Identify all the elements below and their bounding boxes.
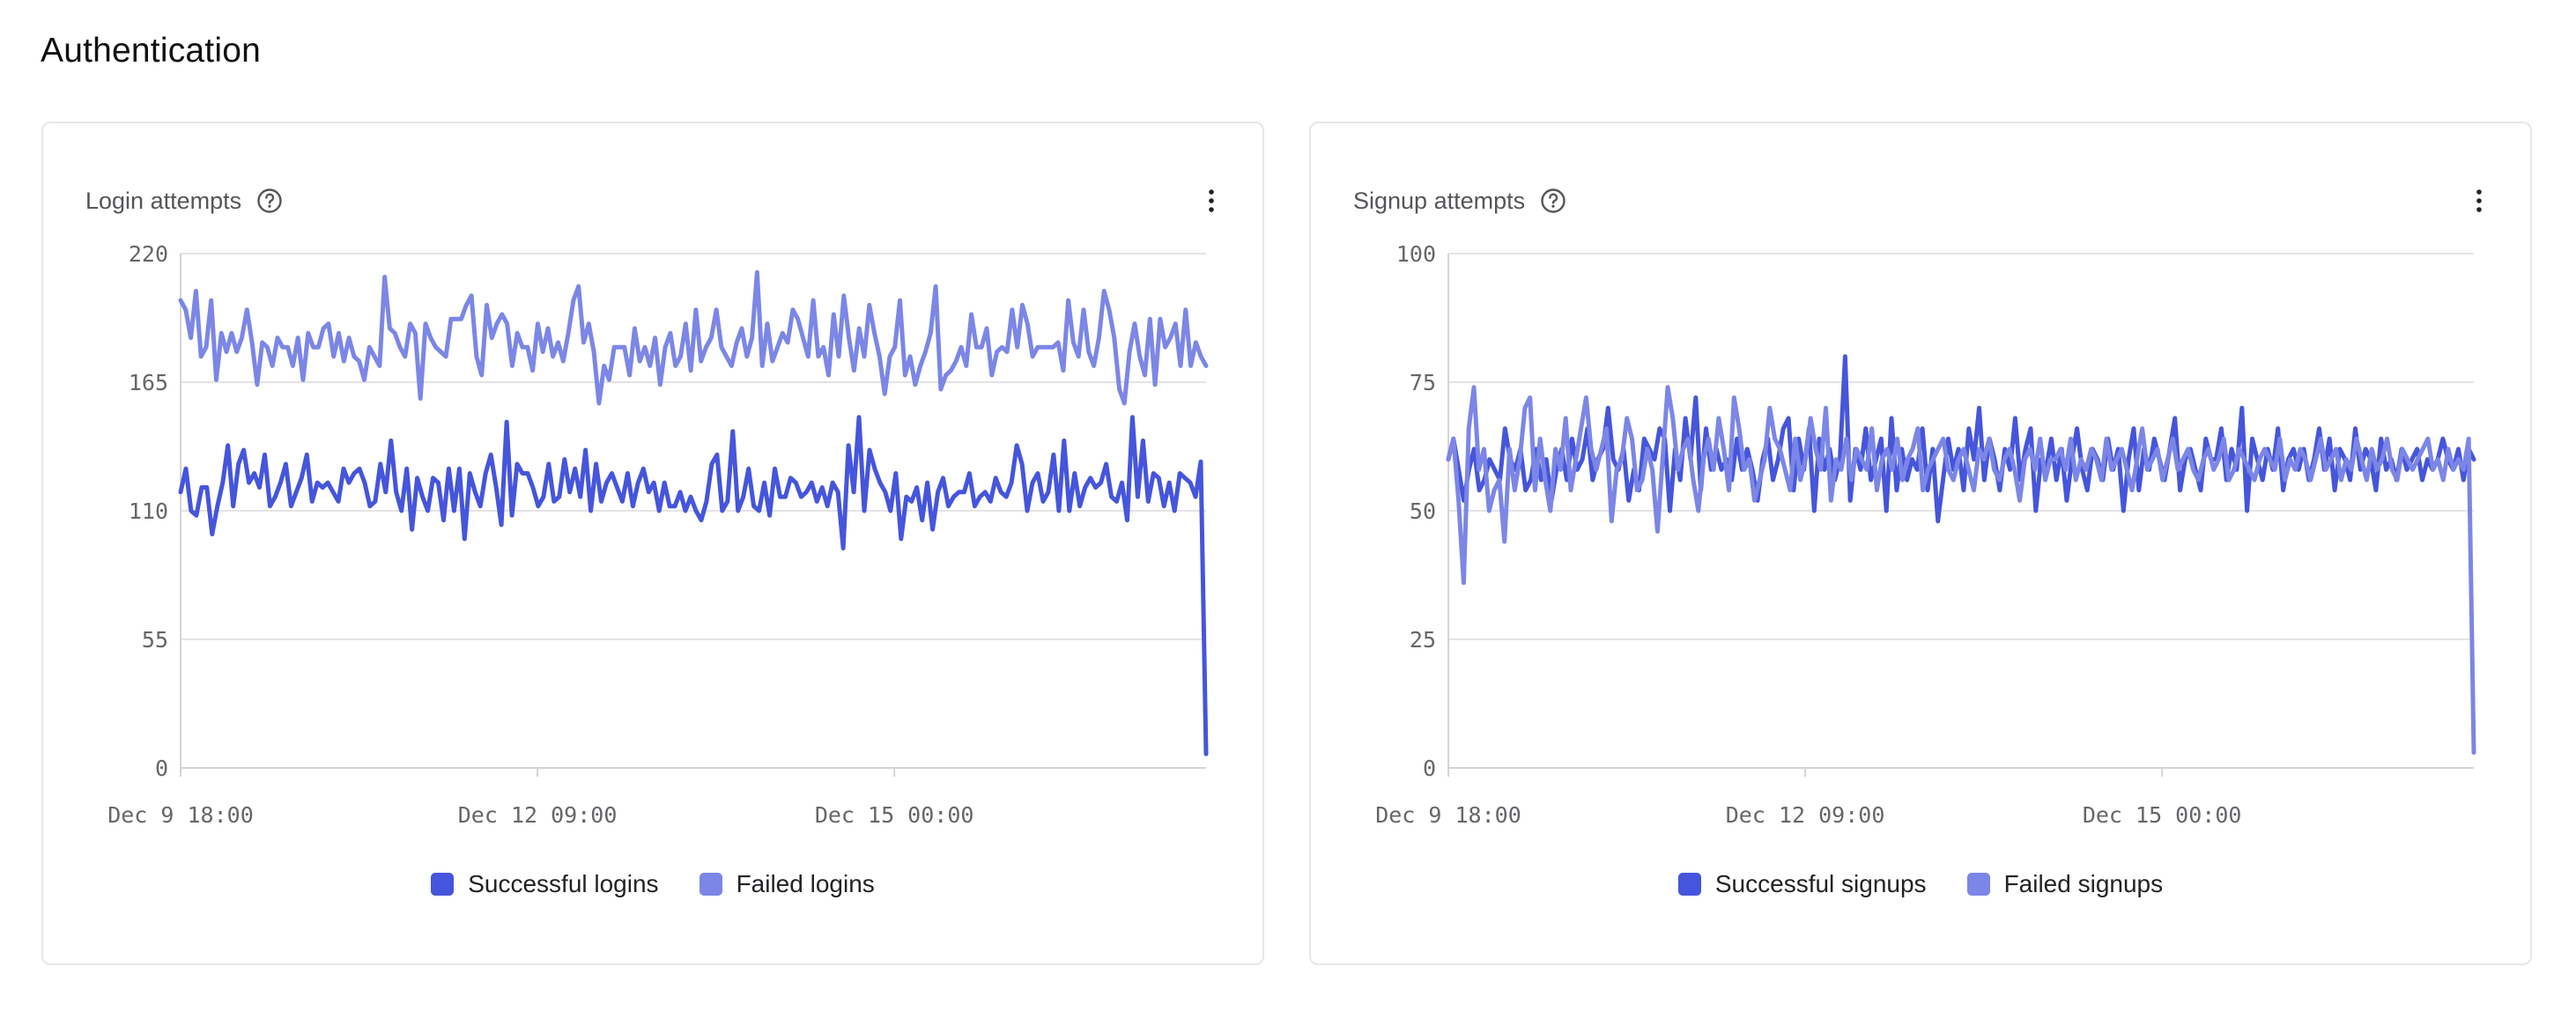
legend-swatch (699, 873, 722, 896)
y-tick-label: 55 (142, 627, 168, 653)
legend-label: Failed signups (2003, 870, 2164, 897)
chart-legend: Successful logins Failed logins (43, 865, 1262, 904)
login-attempts-chart[interactable]: 0 55 110 165 220 Dec 9 18:00 Dec 12 09:00 Dec 1… (43, 229, 1266, 845)
card-header: Login attempts (85, 180, 1227, 222)
x-tick-label: Dec 15 00:00 (2083, 802, 2242, 828)
chart-title: Login attempts (85, 187, 242, 214)
y-tick-label: 165 (129, 370, 168, 395)
legend-swatch (1966, 873, 1990, 896)
signup-attempts-card: Signup attempts 0 25 50 75 100 Dec 9 18:00 Dec… (1309, 122, 2532, 965)
question-circle-icon[interactable] (1539, 187, 1567, 215)
chart-title: Signup attempts (1353, 187, 1526, 214)
x-tick-label: Dec 9 18:00 (107, 802, 254, 828)
signup-attempts-chart[interactable]: 0 25 50 75 100 Dec 9 18:00 Dec 12 09:00 Dec 15 … (1311, 229, 2534, 845)
series-line-failed[interactable] (178, 269, 1209, 406)
y-tick-label: 50 (1410, 498, 1436, 524)
chart-legend: Successful signups Failed signups (1311, 865, 2530, 904)
more-vertical-icon[interactable] (2463, 181, 2495, 220)
x-tick-label: Dec 15 00:00 (815, 802, 974, 828)
legend-label: Failed logins (736, 870, 875, 897)
legend-swatch (1677, 873, 1701, 896)
y-tick-label: 220 (129, 241, 168, 267)
legend-item-successful-logins[interactable]: Successful logins (431, 870, 659, 898)
x-tick-label: Dec 12 09:00 (458, 802, 618, 828)
y-tick-label: 75 (1410, 370, 1436, 395)
legend-label: Successful logins (468, 870, 659, 897)
x-tick-label: Dec 9 18:00 (1375, 802, 1521, 828)
y-tick-label: 25 (1410, 627, 1436, 653)
legend-item-successful-signups[interactable]: Successful signups (1677, 870, 1927, 898)
question-circle-icon[interactable] (255, 187, 284, 215)
legend-item-failed-signups[interactable]: Failed signups (1966, 870, 2164, 898)
card-header: Signup attempts (1353, 180, 2495, 222)
legend-swatch (431, 873, 455, 896)
series-line-failed[interactable] (1446, 385, 2476, 755)
y-tick-label: 0 (155, 756, 168, 781)
x-tick-label: Dec 12 09:00 (1726, 802, 1885, 828)
y-tick-label: 100 (1396, 241, 1436, 267)
legend-item-failed-logins[interactable]: Failed logins (699, 870, 875, 898)
series-line-successful[interactable] (178, 415, 1209, 756)
page-title: Authentication (41, 32, 261, 70)
more-vertical-icon[interactable] (1195, 181, 1227, 220)
y-tick-label: 110 (129, 498, 168, 524)
login-attempts-card: Login attempts 0 55 110 165 220 Dec 9 18:00 De… (41, 122, 1264, 965)
legend-label: Successful signups (1714, 870, 1927, 897)
y-tick-label: 0 (1423, 756, 1436, 781)
